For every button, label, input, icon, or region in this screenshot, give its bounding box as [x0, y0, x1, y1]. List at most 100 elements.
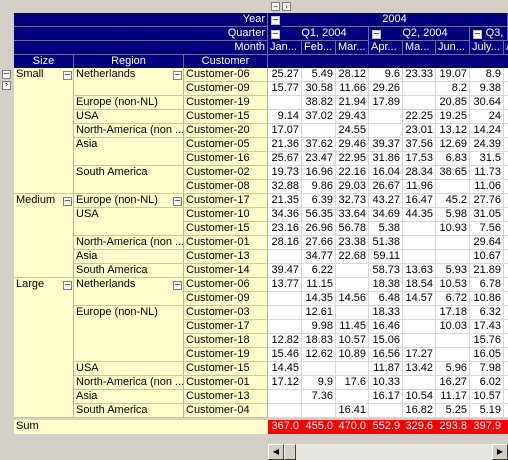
value-cell: 19.73 [268, 166, 302, 180]
customer-cell[interactable]: Customer-06 [184, 278, 268, 292]
value-cell: 20.85 [436, 96, 470, 110]
customer-cell[interactable]: Customer-17 [184, 320, 268, 334]
month-header[interactable]: Ma... [403, 41, 436, 55]
region-group-cell[interactable]: North-America (non ... [74, 124, 184, 138]
customer-cell[interactable]: Customer-08 [184, 180, 268, 194]
value-cell: 6.78 [470, 278, 504, 292]
region-group-cell[interactable]: Europe (non-NL) [74, 96, 184, 110]
region-group-cell[interactable]: South America [74, 404, 184, 418]
customer-cell[interactable]: Customer-13 [184, 250, 268, 264]
customer-cell[interactable]: Customer-01 [184, 236, 268, 250]
horizontal-scrollbar[interactable]: ◀ ▶ [268, 444, 508, 460]
customer-cell[interactable]: Customer-20 [184, 124, 268, 138]
year-collapse-icon[interactable]: – [271, 15, 280, 25]
customer-cell[interactable]: Customer-18 [184, 334, 268, 348]
value-cell: 10.53 [436, 278, 470, 292]
quarter-header[interactable]: Q1, 2004 [280, 27, 369, 41]
month-header[interactable]: July... [470, 41, 504, 55]
value-cell [268, 250, 302, 264]
value-cell: 10.89 [336, 348, 369, 362]
value-cell [369, 124, 403, 138]
region-collapse-icon[interactable]: – [173, 196, 182, 206]
value-cell [336, 306, 369, 320]
region-group-cell[interactable]: Asia [74, 250, 184, 264]
region-group-cell[interactable]: USA [74, 208, 184, 236]
customer-cell[interactable]: Customer-01 [184, 376, 268, 390]
collapse-rows-icon[interactable]: – [2, 69, 11, 79]
region-group-cell[interactable]: South America [74, 166, 184, 194]
value-cell: 1 [504, 390, 508, 404]
collapse-all-icon[interactable]: – [271, 2, 280, 11]
customer-cell[interactable]: Customer-19 [184, 348, 268, 362]
value-cell [403, 376, 436, 390]
value-cell: 45.2 [436, 194, 470, 208]
scrollbar-thumb[interactable] [284, 444, 296, 460]
quarter-collapse-icon[interactable]: – [372, 29, 381, 39]
customer-cell[interactable]: Customer-03 [184, 306, 268, 320]
size-group-cell[interactable]: Small [14, 68, 74, 194]
region-group-cell[interactable]: North-America (non ... [74, 236, 184, 250]
month-header[interactable]: A [504, 41, 508, 55]
region-collapse-icon[interactable]: – [173, 70, 182, 80]
quarter-header[interactable]: Q3, [482, 27, 508, 41]
value-cell [302, 404, 336, 418]
size-column-header[interactable]: Size [14, 55, 74, 69]
customer-cell[interactable]: Customer-16 [184, 152, 268, 166]
value-cell: 17.07 [268, 124, 302, 138]
region-group-cell[interactable]: Europe (non-NL) [74, 194, 184, 208]
size-group-cell[interactable]: Medium [14, 194, 74, 278]
region-group-cell[interactable]: USA [74, 362, 184, 376]
customer-cell[interactable]: Customer-15 [184, 110, 268, 124]
scroll-left-arrow-icon[interactable]: ◀ [268, 444, 284, 460]
value-cell [504, 236, 508, 250]
customer-column-header[interactable]: Customer [184, 55, 268, 69]
region-group-cell[interactable]: Netherlands [74, 278, 184, 306]
customer-cell[interactable]: Customer-15 [184, 362, 268, 376]
month-header[interactable]: Apr... [369, 41, 403, 55]
size-collapse-icon[interactable]: – [63, 280, 72, 290]
quarter-collapse-icon[interactable]: – [473, 29, 482, 39]
customer-cell[interactable]: Customer-19 [184, 96, 268, 110]
customer-cell[interactable]: Customer-13 [184, 390, 268, 404]
month-header[interactable]: Mar... [336, 41, 369, 55]
value-cell: 21.36 [268, 138, 302, 152]
month-header[interactable]: Feb... [302, 41, 336, 55]
customer-cell[interactable]: Customer-05 [184, 138, 268, 152]
value-cell [268, 390, 302, 404]
size-collapse-icon[interactable]: – [63, 196, 72, 206]
customer-cell[interactable]: Customer-17 [184, 194, 268, 208]
value-cell: 29.03 [336, 180, 369, 194]
value-cell: 9.14 [268, 110, 302, 124]
quarter-label: Quarter [14, 27, 268, 41]
value-cell: 7.36 [302, 390, 336, 404]
region-collapse-icon[interactable]: – [173, 280, 182, 290]
region-group-cell[interactable]: North-America (non ... [74, 376, 184, 390]
region-column-header[interactable]: Region [74, 55, 184, 69]
scroll-right-arrow-icon[interactable]: ▶ [492, 444, 508, 460]
customer-cell[interactable]: Customer-02 [184, 166, 268, 180]
customer-cell[interactable]: Customer-10 [184, 208, 268, 222]
customer-cell[interactable]: Customer-06 [184, 68, 268, 82]
month-header[interactable]: Jan... [268, 41, 302, 55]
expand-rows-icon[interactable]: › [2, 80, 11, 90]
value-cell: 18.38 [369, 278, 403, 292]
quarter-header[interactable]: Q2, 2004 [381, 27, 470, 41]
region-group-cell[interactable]: Netherlands [74, 68, 184, 96]
region-group-cell[interactable]: Asia [74, 390, 184, 404]
value-cell: 19.07 [436, 68, 470, 82]
region-group-cell[interactable]: South America [74, 264, 184, 278]
customer-cell[interactable]: Customer-09 [184, 292, 268, 306]
quarter-collapse-icon[interactable]: – [271, 29, 280, 39]
size-collapse-icon[interactable]: – [63, 70, 72, 80]
region-group-cell[interactable]: Europe (non-NL) [74, 306, 184, 362]
month-header[interactable]: Jun... [436, 41, 470, 55]
customer-cell[interactable]: Customer-09 [184, 82, 268, 96]
region-group-cell[interactable]: Asia [74, 138, 184, 166]
expand-all-icon[interactable]: › [282, 2, 291, 11]
value-cell: 11.73 [470, 166, 504, 180]
customer-cell[interactable]: Customer-15 [184, 222, 268, 236]
customer-cell[interactable]: Customer-04 [184, 404, 268, 418]
size-group-cell[interactable]: Large [14, 278, 74, 418]
customer-cell[interactable]: Customer-14 [184, 264, 268, 278]
region-group-cell[interactable]: USA [74, 110, 184, 124]
